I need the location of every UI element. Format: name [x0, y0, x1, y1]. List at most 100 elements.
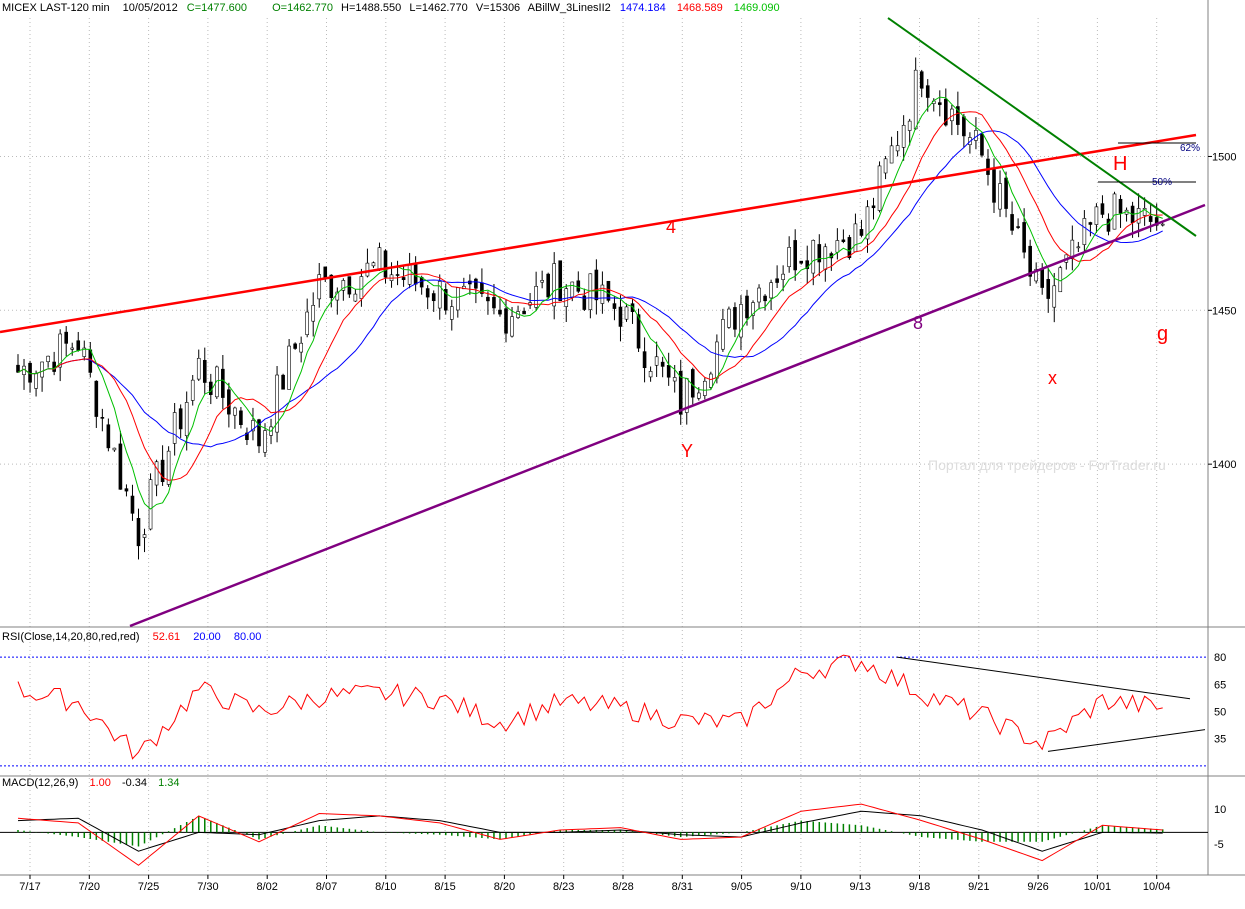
- rsi-high-level: 80.00: [233, 631, 262, 643]
- candle-body: [1016, 226, 1020, 228]
- candle-body: [980, 133, 984, 156]
- candle-body: [184, 402, 189, 437]
- annotations: 4 8 Yx Hg 62% 50%: [666, 143, 1200, 461]
- candle-body: [552, 263, 557, 307]
- candle-body: [1148, 216, 1153, 222]
- candle-body: [859, 229, 864, 236]
- macd-signal-value: -0.34: [121, 777, 148, 789]
- x-axis: 7/17 7/20 7/25 7/30 8/02 8/07 8/10 8/15 8/20 8/23…: [19, 875, 1170, 893]
- candle-body: [1094, 206, 1099, 225]
- candle-body: [281, 374, 285, 390]
- macd-signal-line: [17, 810, 1163, 852]
- candle-body: [841, 239, 846, 242]
- candle-body: [925, 85, 930, 98]
- candle-body: [305, 311, 309, 336]
- rsi-tick-label: 50: [1214, 707, 1226, 719]
- candle-body: [456, 287, 460, 311]
- candle-body: [630, 303, 635, 312]
- candle-body: [263, 430, 267, 453]
- rsi-header: RSI(Close,14,20,80,red,red) 52.61 20.00 …: [2, 631, 261, 643]
- rsi-value: 52.61: [152, 631, 181, 643]
- rsi-panel: 80 65 50 35: [0, 652, 1226, 767]
- candle-body: [944, 98, 948, 126]
- candle-body: [58, 333, 62, 368]
- macd-tick-label: 10: [1214, 804, 1226, 816]
- price-tick-label: 1450: [1212, 305, 1236, 317]
- candle-body: [474, 278, 478, 289]
- candle-body: [136, 518, 141, 547]
- candle-body: [913, 69, 918, 130]
- candle-body: [1046, 279, 1051, 299]
- candle-body: [660, 361, 665, 367]
- candle-body: [865, 206, 870, 240]
- candle-body: [739, 304, 743, 338]
- candle-body: [582, 295, 587, 310]
- candle-body: [793, 240, 797, 271]
- header-high: H=1488.550: [341, 2, 402, 14]
- rsi-title: RSI(Close,14,20,80,red,red): [2, 631, 140, 643]
- candle-body: [202, 360, 207, 383]
- candle-body: [727, 308, 731, 328]
- date-tick-label: 8/07: [316, 881, 337, 893]
- date-tick-label: 8/20: [494, 881, 515, 893]
- candle-body: [1082, 218, 1087, 245]
- candle-body: [751, 302, 755, 316]
- candle-body: [106, 424, 111, 449]
- candle-body: [703, 380, 707, 396]
- label-4: 4: [666, 217, 676, 237]
- candle-body: [365, 262, 370, 277]
- label-x: x: [1048, 368, 1057, 388]
- sma-blue-line: [17, 130, 1163, 448]
- header-sma-blue: 1474.184: [619, 2, 666, 14]
- candle-body: [919, 71, 924, 89]
- date-tick-label: 8/31: [672, 881, 693, 893]
- date-tick-label: 9/13: [849, 881, 870, 893]
- candle-body: [413, 262, 418, 285]
- watermark: Портал для трейдеров - ForTrader.ru: [928, 457, 1166, 473]
- candle-body: [299, 342, 303, 353]
- price-tick-label: 1400: [1212, 459, 1236, 471]
- date-tick-label: 8/28: [612, 881, 633, 893]
- date-tick-label: 9/18: [909, 881, 930, 893]
- candle-body: [486, 296, 490, 302]
- candle-body: [576, 280, 581, 292]
- date-tick-label: 10/01: [1084, 881, 1112, 893]
- candle-body: [46, 355, 50, 363]
- candle-body: [1052, 285, 1057, 308]
- candle-body: [540, 280, 544, 283]
- candle-body: [1010, 214, 1014, 231]
- candle-body: [257, 419, 261, 447]
- date-tick-label: 9/05: [731, 881, 752, 893]
- date-tick-label: 8/02: [256, 881, 277, 893]
- candle-body: [1106, 218, 1111, 232]
- date-tick-label: 9/26: [1027, 881, 1048, 893]
- candle-body: [763, 295, 767, 302]
- trend-lines: [0, 17, 1206, 628]
- rsi-tick-label: 35: [1214, 734, 1226, 746]
- candle-body: [624, 306, 629, 320]
- candle-body: [40, 361, 44, 378]
- moving-averages: [17, 96, 1163, 510]
- candle-body: [992, 169, 996, 203]
- candle-body: [208, 381, 213, 395]
- candle-body: [654, 356, 659, 366]
- candle-body: [425, 288, 430, 298]
- candle-body: [437, 281, 442, 309]
- candle-body: [239, 410, 243, 425]
- candle-body: [1112, 193, 1117, 230]
- date-tick-label: 7/17: [19, 881, 40, 893]
- candle-body: [745, 295, 749, 319]
- candle-body: [1004, 177, 1008, 209]
- candle-body: [901, 124, 906, 148]
- candle-body: [937, 102, 942, 105]
- label-Y: Y: [681, 441, 693, 461]
- candle-body: [1154, 217, 1159, 226]
- candle-body: [341, 280, 346, 291]
- candle-body: [160, 459, 165, 483]
- candle-body: [1088, 222, 1093, 225]
- candle-body: [227, 389, 231, 415]
- candle-body: [215, 366, 219, 398]
- candle-body: [233, 407, 237, 416]
- candle-body: [383, 250, 388, 278]
